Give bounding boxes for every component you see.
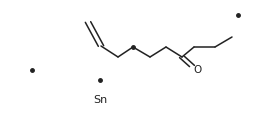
Text: Sn: Sn <box>93 95 107 105</box>
Text: O: O <box>194 65 202 75</box>
